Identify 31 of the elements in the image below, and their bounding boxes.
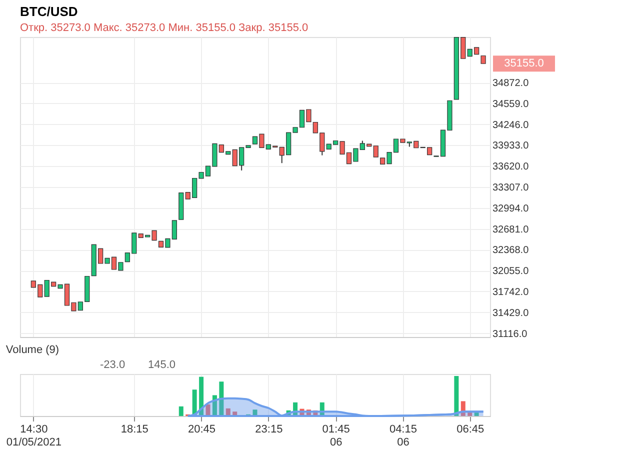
bar xyxy=(454,376,459,416)
chart-title: BTC/USD xyxy=(20,4,78,19)
x-tick-label: 18:15 xyxy=(120,424,148,436)
x-tick-label: 20:45 xyxy=(188,424,216,436)
y-tick-label: 31429.0 xyxy=(492,308,530,319)
y-tick-label: 33307.0 xyxy=(492,182,530,194)
y-tick-label: 33933.0 xyxy=(492,140,530,152)
bar xyxy=(199,376,204,416)
y-tick-label: 32368.0 xyxy=(492,245,530,256)
candlestick xyxy=(373,145,378,158)
y-tick-label: 32055.0 xyxy=(492,266,530,278)
x-tick-label: 23:15 xyxy=(255,424,283,436)
text: -23.0 xyxy=(100,359,126,371)
y-tick-label: 31742.0 xyxy=(492,286,530,298)
y-tick-label: 31116.0 xyxy=(492,328,528,340)
y-tick-label: 34246.0 xyxy=(492,120,530,131)
bar xyxy=(219,382,224,416)
text: 145.0 xyxy=(148,359,176,371)
x-tick-label: 06:45 xyxy=(456,424,484,436)
y-tick-label: 32681.0 xyxy=(492,224,530,236)
y-tick-label: 33620.0 xyxy=(492,162,530,173)
y-tick-label: 32994.0 xyxy=(492,203,530,214)
x-tick-label: 14:30 01/05/2021 xyxy=(6,424,62,448)
text: 35155.0 xyxy=(504,58,544,70)
chart-subtitle: Откр. 35273.0 Макс. 35273.0 Мин. 35155.0 Закр. 35155.0 xyxy=(20,22,308,34)
y-tick-label: 34559.0 xyxy=(492,98,530,110)
chart-title: Volume (9) xyxy=(6,344,60,356)
y-tick-label: 34872.0 xyxy=(492,78,530,90)
x-tick-label: 01:45 06 xyxy=(322,424,350,448)
bar xyxy=(178,406,184,416)
x-tick-label: 04:15 06 xyxy=(389,424,417,448)
